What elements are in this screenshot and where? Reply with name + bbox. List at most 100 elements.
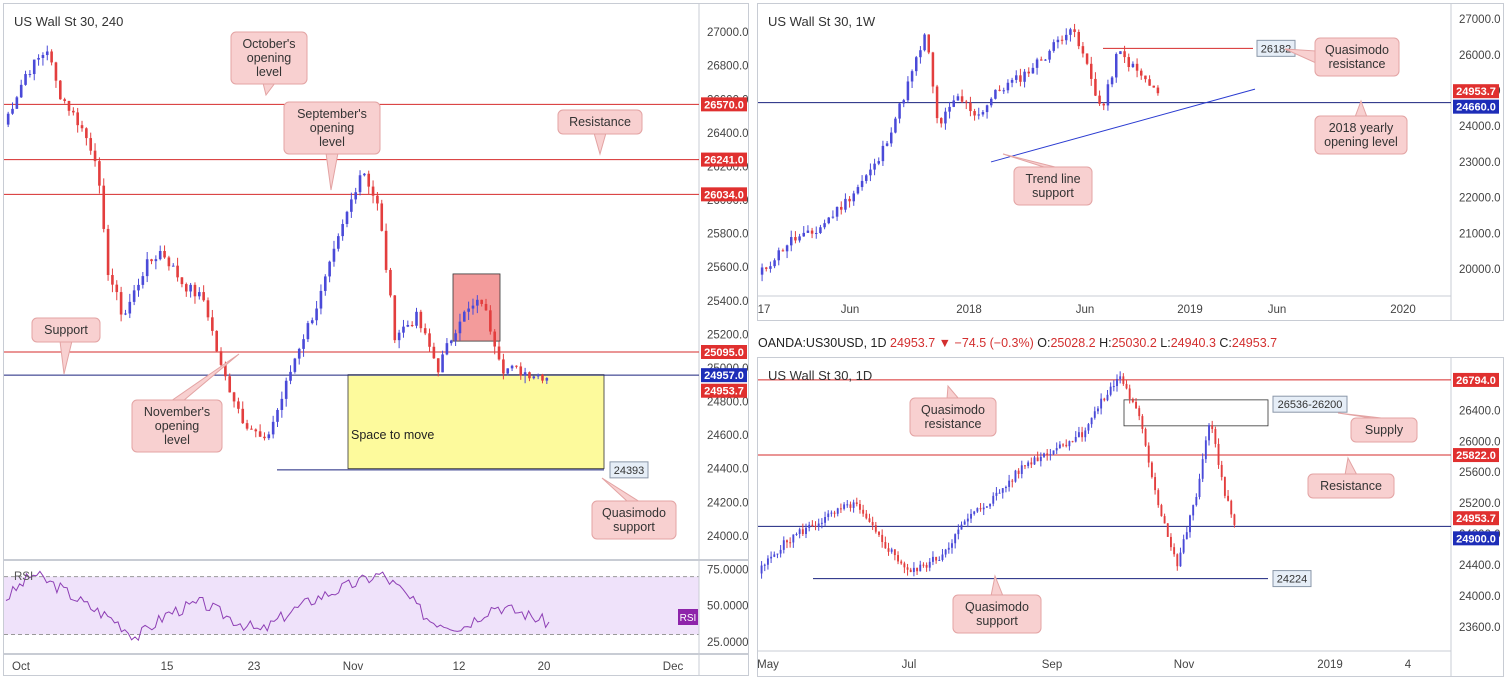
h4-candle-100 [441,354,444,373]
h4-candle-113 [497,346,501,360]
h4-candle-22 [102,185,106,229]
h4-candle-117 [515,365,518,367]
h4-candle-119 [523,372,527,376]
h4-callout-september-box [283,101,381,155]
w1-candle-8 [794,237,797,241]
h4-price-axis-tick-8: 25400.0 [707,296,749,308]
d1-candle-5 [776,553,779,555]
h4-candle-111 [489,310,492,332]
d1-candle-40 [887,548,890,552]
d1-candle-100 [1077,432,1080,437]
rsi-chart-svg[interactable]: 75.0000 50.0000 25.0000 RSI [4,561,749,654]
d1-candle-9 [789,542,792,544]
h4-candle-102 [449,340,453,344]
d1-supply-zone [1123,399,1269,427]
d1-candle-92 [1052,450,1055,455]
w1-candle-39 [923,34,926,51]
h4-callout-october-text: October's [242,37,295,51]
h4-candle-83 [367,173,371,187]
w1-candle-48 [960,96,964,102]
h4-price-axis-tick-1: 26800.0 [707,61,749,73]
h4-callout-qm-support-text: support [613,520,655,534]
h4-candle-30 [137,284,140,291]
w1-candle-42 [935,86,939,119]
h4-candle-79 [350,199,353,212]
d1-candle-108 [1103,398,1106,401]
d1-price-axis-tick-0: 26400.0 [1459,405,1501,417]
h4-candle-26 [119,292,123,315]
w1-last-price-badge-bg [1453,84,1499,99]
h4-chart-svg[interactable]: 27000.026800.026600.026400.026200.026000… [4,4,749,560]
d1-candle-76 [1001,488,1004,493]
w1-candle-5 [781,250,785,252]
d1-candle-30 [855,502,858,505]
w1-candle-72 [1060,39,1064,41]
w1-candle-36 [910,71,914,82]
d1-candle-28 [849,504,852,508]
h4-chart-panel[interactable]: 27000.026800.026600.026400.026200.026000… [3,3,749,560]
w1-candle-65 [1031,67,1035,74]
w1-candle-20 [844,198,847,210]
w1-candle-51 [973,111,976,116]
w1-price-axis-tick-0: 27000.0 [1459,14,1501,26]
h4-candle-85 [376,195,379,204]
w1-candle-50 [969,102,972,112]
d1-candle-81 [1017,470,1020,474]
w1-time-tick-1: Jun [841,304,860,316]
h4-callout-resistance-pointer [593,132,607,156]
d1-chart-svg[interactable]: 26400.026000.025600.025200.024800.024400… [758,358,1504,677]
d1-candle-2 [766,558,769,565]
d1-candle-101 [1081,432,1084,438]
w1-time-tick-4: 2019 [1177,304,1203,316]
h4-candle-80 [354,192,357,200]
rsi-line [5,570,550,642]
h4-candle-91 [402,326,405,333]
w1-candle-4 [777,250,780,261]
w1-candle-64 [1027,71,1030,74]
d1-candle-90 [1046,453,1049,455]
d1-candle-51 [922,564,925,566]
h4-callout-support-box [31,317,101,343]
d1-candle-103 [1087,424,1090,431]
w1-candle-55 [990,98,993,106]
w1-candle-30 [885,143,889,146]
d1-price-axis-tick-2: 25600.0 [1459,467,1501,479]
h4-callout-september-text: level [319,135,345,149]
h4-candle-16 [76,112,79,126]
w1-candle-76 [1077,31,1080,47]
d1-candle-140 [1204,440,1207,460]
h4-candle-65 [289,371,292,381]
h4-time-axis[interactable]: Oct 15 23 Nov 12 20 Dec [3,654,749,676]
h4-candle-45 [202,292,205,301]
w1-chart-svg[interactable]: 27000.026000.025000.024000.023000.022000… [758,4,1504,321]
h4-candle-2 [15,97,19,109]
w1-callout-qm-resistance-text: Quasimodo [1325,43,1389,57]
w1-candle-82 [1102,103,1105,106]
d1-chart-panel[interactable]: 26400.026000.025600.025200.024800.024400… [757,357,1504,677]
h4-candle-0 [6,113,10,125]
w1-candle-29 [881,145,885,162]
h4-time-tick-6: Dec [663,661,684,673]
h4-callout-november-box [131,399,223,453]
rsi-panel[interactable]: 75.0000 50.0000 25.0000 RSI RSI [3,560,749,654]
w1-candle-3 [773,260,776,267]
d1-candle-87 [1036,457,1039,462]
d1-candle-120 [1141,416,1144,429]
d1-candle-137 [1195,496,1198,506]
w1-candle-89 [1131,63,1135,68]
d1-candle-23 [833,512,836,514]
w1-candle-26 [869,169,872,176]
d1-candle-58 [944,549,947,555]
h4-candle-90 [397,332,401,341]
h4-candle-86 [380,203,384,231]
h4-callout-support-pointer [59,340,73,375]
w1-chart-panel[interactable]: 27000.026000.025000.024000.023000.022000… [757,3,1504,321]
h4-candle-82 [363,173,366,176]
w1-callout-yearly-open-text: 2018 yearly [1329,121,1394,135]
h4-last-price-badge-bg [701,383,747,398]
h4-candle-95 [419,311,423,329]
h4-callout-qm-support-pointer [601,477,642,503]
d1-candle-113 [1119,376,1122,379]
h4-candle-54 [241,408,245,424]
w1-candle-78 [1085,53,1089,64]
